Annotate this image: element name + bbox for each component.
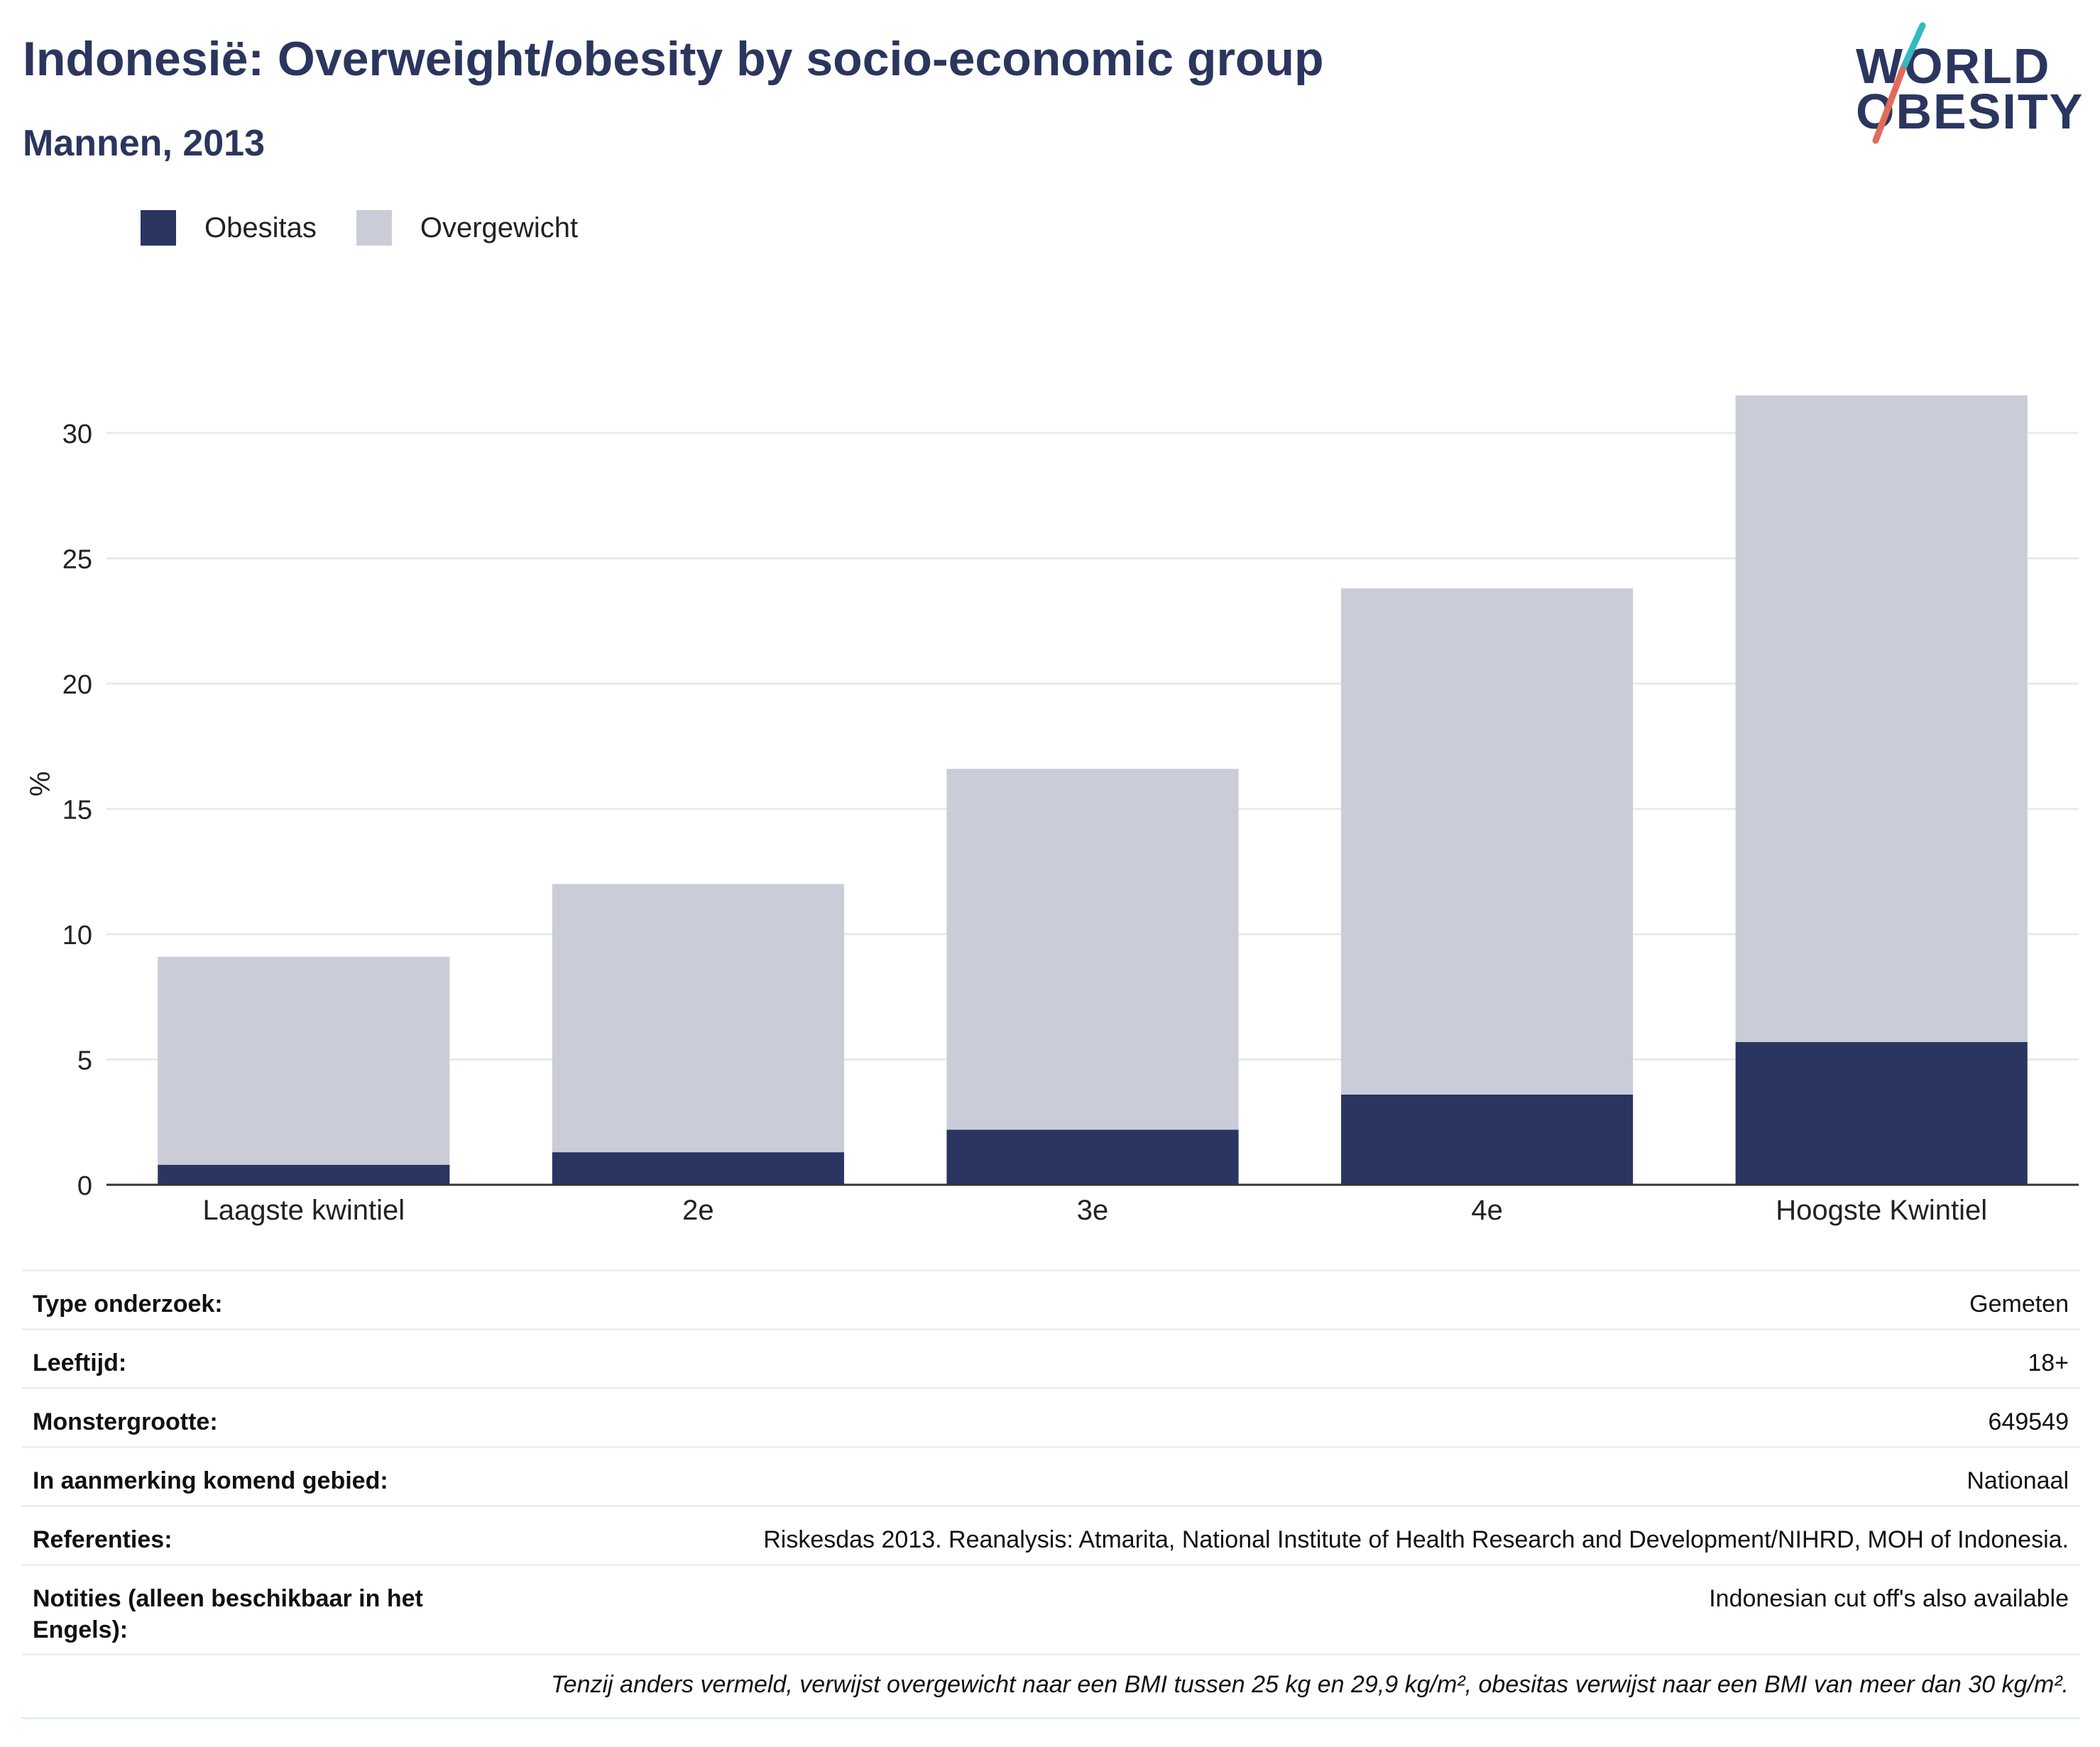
y-tick-label-5: 5 bbox=[77, 1046, 92, 1076]
stacked-bar-chart: 0 5 10 15 20 25 30% Laagste kwintiel 2e 3e 4e Hoogs… bbox=[25, 395, 2079, 1226]
bar-obesitas-1 bbox=[552, 1152, 844, 1185]
x-tick-label-0: Laagste kwintiel bbox=[202, 1195, 405, 1226]
bar-obesitas-3 bbox=[1341, 1094, 1634, 1185]
chart-title: Indonesië: Overweight/obesity by socio-e… bbox=[23, 32, 1324, 86]
legend-label-overgewicht: Overgewicht bbox=[420, 212, 579, 243]
meta-label-sample: Monstergrootte: bbox=[33, 1408, 218, 1435]
meta-row-notes: Notities (alleen beschikbaar in het Enge… bbox=[21, 1564, 2080, 1653]
y-tick-label-30: 30 bbox=[62, 420, 92, 449]
bar-obesitas-4 bbox=[1735, 1041, 2028, 1185]
meta-label-notes: Notities (alleen beschikbaar in het Enge… bbox=[33, 1585, 423, 1643]
x-tick-label-2: 3e bbox=[1077, 1195, 1109, 1226]
meta-value-references: Riskesdas 2013. Reanalysis: Atmarita, Na… bbox=[763, 1526, 2069, 1553]
bar-overgewicht-4 bbox=[1735, 395, 2028, 1042]
y-tick-label-10: 10 bbox=[62, 921, 92, 951]
legend-swatch-overgewicht bbox=[356, 210, 392, 246]
y-tick-label-15: 15 bbox=[62, 796, 92, 826]
logo-line-1: WORLD bbox=[1856, 38, 2051, 94]
meta-value-sample: 649549 bbox=[1988, 1408, 2069, 1435]
bmi-definition-note: Tenzij anders vermeld, verwijst overgewi… bbox=[21, 1653, 2080, 1719]
meta-row-age: Leeftijd: 18+ bbox=[21, 1328, 2080, 1387]
meta-row-sample: Monstergrootte: 649549 bbox=[21, 1387, 2080, 1446]
meta-row-area: In aanmerking komend gebied: Nationaal bbox=[21, 1446, 2080, 1505]
bar-overgewicht-3 bbox=[1341, 588, 1634, 1095]
x-tick-label-3: 4e bbox=[1471, 1195, 1503, 1226]
y-tick-label-25: 25 bbox=[62, 545, 92, 575]
legend-item-obesitas[interactable]: Obesitas bbox=[141, 210, 317, 246]
bar-obesitas-2 bbox=[946, 1129, 1239, 1185]
meta-row-type: Type onderzoek: Gemeten bbox=[21, 1269, 2080, 1328]
meta-value-notes: Indonesian cut off's also available bbox=[1709, 1585, 2069, 1612]
chart-subtitle: Mannen, 2013 bbox=[23, 123, 266, 164]
bar-obesitas-0 bbox=[158, 1164, 450, 1185]
meta-row-references: Referenties: Riskesdas 2013. Reanalysis:… bbox=[21, 1505, 2080, 1564]
meta-value-age: 18+ bbox=[2028, 1349, 2069, 1376]
bar-overgewicht-0 bbox=[158, 956, 450, 1165]
legend-label-obesitas: Obesitas bbox=[204, 212, 317, 243]
meta-label-age: Leeftijd: bbox=[33, 1349, 127, 1376]
y-axis-label: % bbox=[25, 771, 56, 796]
chart-legend: Obesitas Overgewicht bbox=[141, 210, 618, 246]
meta-value-type: Gemeten bbox=[1969, 1291, 2069, 1318]
world-obesity-logo: WORLD OBESITY bbox=[1846, 20, 2082, 148]
x-tick-label-1: 2e bbox=[682, 1195, 714, 1226]
bar-overgewicht-2 bbox=[946, 769, 1239, 1130]
meta-value-area: Nationaal bbox=[1967, 1467, 2069, 1494]
meta-label-type: Type onderzoek: bbox=[33, 1291, 223, 1318]
metadata-table: Type onderzoek: Gemeten Leeftijd: 18+ Mo… bbox=[21, 1269, 2080, 1719]
y-tick-label-20: 20 bbox=[62, 670, 92, 700]
bar-overgewicht-1 bbox=[552, 884, 844, 1153]
y-tick-label-0: 0 bbox=[77, 1171, 92, 1201]
meta-label-area: In aanmerking komend gebied: bbox=[33, 1467, 388, 1494]
x-tick-label-4: Hoogste Kwintiel bbox=[1776, 1195, 1987, 1226]
logo-slash-icon bbox=[1872, 22, 1926, 144]
legend-item-overgewicht[interactable]: Overgewicht bbox=[356, 210, 578, 246]
meta-label-references: Referenties: bbox=[33, 1526, 173, 1553]
legend-swatch-obesitas bbox=[141, 210, 176, 246]
